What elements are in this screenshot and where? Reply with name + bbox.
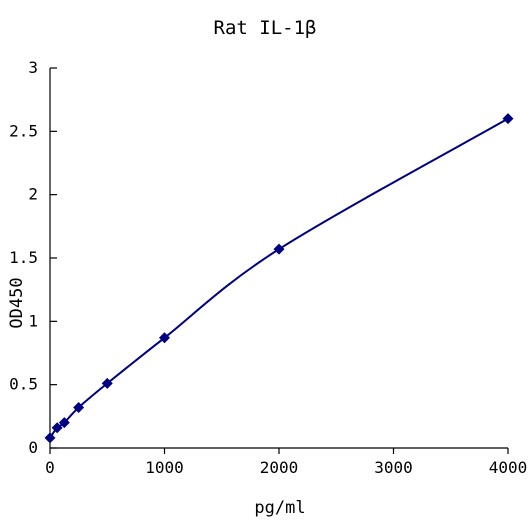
chart-title: Rat IL-1β — [214, 17, 317, 39]
y-axis-label: OD450 — [7, 277, 27, 328]
data-point-marker — [51, 422, 63, 434]
data-point-marker — [73, 401, 85, 413]
y-tick-label: 2 — [28, 185, 38, 204]
y-tick-label: 2.5 — [9, 121, 38, 140]
data-markers — [44, 113, 514, 444]
data-point-marker — [58, 417, 70, 429]
x-tick-label: 3000 — [374, 458, 413, 477]
x-axis-label: pg/ml — [254, 498, 305, 518]
data-point-marker — [44, 432, 56, 444]
y-tick-label: 0.5 — [9, 375, 38, 394]
x-tick-label: 0 — [45, 458, 55, 477]
y-ticks: 0 0.5 1 1.5 2 2.5 3 — [9, 58, 57, 457]
y-tick-label: 1.5 — [9, 248, 38, 267]
x-tick-label: 1000 — [145, 458, 184, 477]
x-tick-label: 2000 — [260, 458, 299, 477]
x-ticks: 0 1000 2000 3000 4000 — [45, 448, 527, 477]
data-point-marker — [101, 377, 113, 389]
y-tick-label: 3 — [28, 58, 38, 77]
standard-curve-line — [49, 117, 509, 439]
data-point-marker — [502, 113, 514, 125]
y-tick-label: 0 — [28, 438, 38, 457]
x-tick-label: 4000 — [489, 458, 528, 477]
data-point-marker — [159, 332, 170, 344]
axes — [49, 68, 508, 449]
y-tick-label: 1 — [28, 311, 38, 330]
data-point-marker — [273, 243, 285, 255]
